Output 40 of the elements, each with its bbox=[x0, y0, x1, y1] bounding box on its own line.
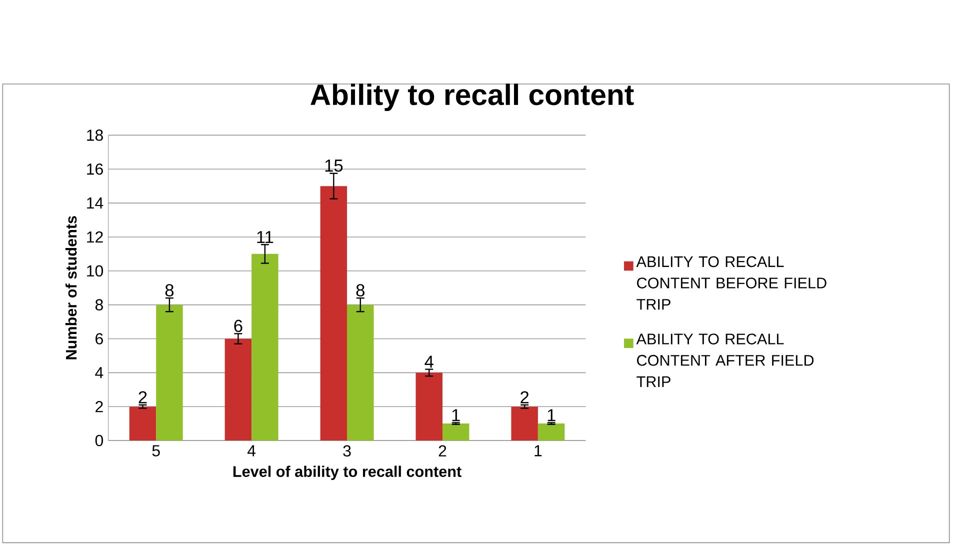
y-tick-label: 10 bbox=[87, 265, 104, 277]
data-label: 2 bbox=[138, 391, 147, 404]
data-label: 8 bbox=[356, 284, 364, 296]
y-tick-label: 2 bbox=[96, 401, 103, 412]
bar bbox=[347, 304, 374, 441]
data-label: 4 bbox=[424, 356, 434, 368]
bar bbox=[156, 304, 183, 441]
legend-label: ABILITY TO RECALL CONTENT BEFORE FIELD TRIP bbox=[636, 256, 826, 310]
bar bbox=[252, 254, 278, 441]
bar bbox=[320, 186, 348, 441]
bar bbox=[538, 424, 565, 441]
data-label: 15 bbox=[325, 160, 343, 172]
x-tick-label: 1 bbox=[534, 445, 542, 456]
y-axis-title: Number of students bbox=[65, 216, 77, 360]
x-axis-title: Level of ability to recall content bbox=[233, 466, 462, 480]
data-label: 2 bbox=[520, 391, 529, 404]
bar bbox=[224, 338, 252, 441]
data-label: 8 bbox=[165, 284, 174, 296]
y-tick-label: 6 bbox=[96, 333, 103, 344]
data-label: 6 bbox=[234, 320, 242, 332]
data-label: 1 bbox=[452, 409, 460, 422]
x-tick-label: 2 bbox=[438, 445, 446, 456]
bar bbox=[442, 424, 470, 441]
y-tick-label: 18 bbox=[87, 130, 103, 141]
bar bbox=[511, 406, 538, 441]
data-label: 1 bbox=[548, 409, 556, 422]
y-tick-label: 16 bbox=[87, 163, 103, 175]
y-tick-label: 0 bbox=[95, 434, 104, 446]
legend-label: ABILITY TO RECALL CONTENT AFTER FIELD TRIP bbox=[636, 334, 814, 387]
y-tick-label: 4 bbox=[95, 367, 104, 378]
bar bbox=[416, 372, 442, 441]
x-tick-label: 3 bbox=[343, 445, 351, 457]
x-tick-label: 5 bbox=[152, 445, 160, 456]
y-tick-label: 12 bbox=[87, 231, 103, 243]
chart-title: Ability to recall content bbox=[310, 84, 634, 111]
y-tick-label: 14 bbox=[87, 198, 104, 209]
x-tick-label: 4 bbox=[247, 445, 256, 456]
bar bbox=[129, 406, 156, 441]
y-tick-label: 8 bbox=[95, 299, 103, 310]
data-label: 11 bbox=[257, 231, 274, 244]
